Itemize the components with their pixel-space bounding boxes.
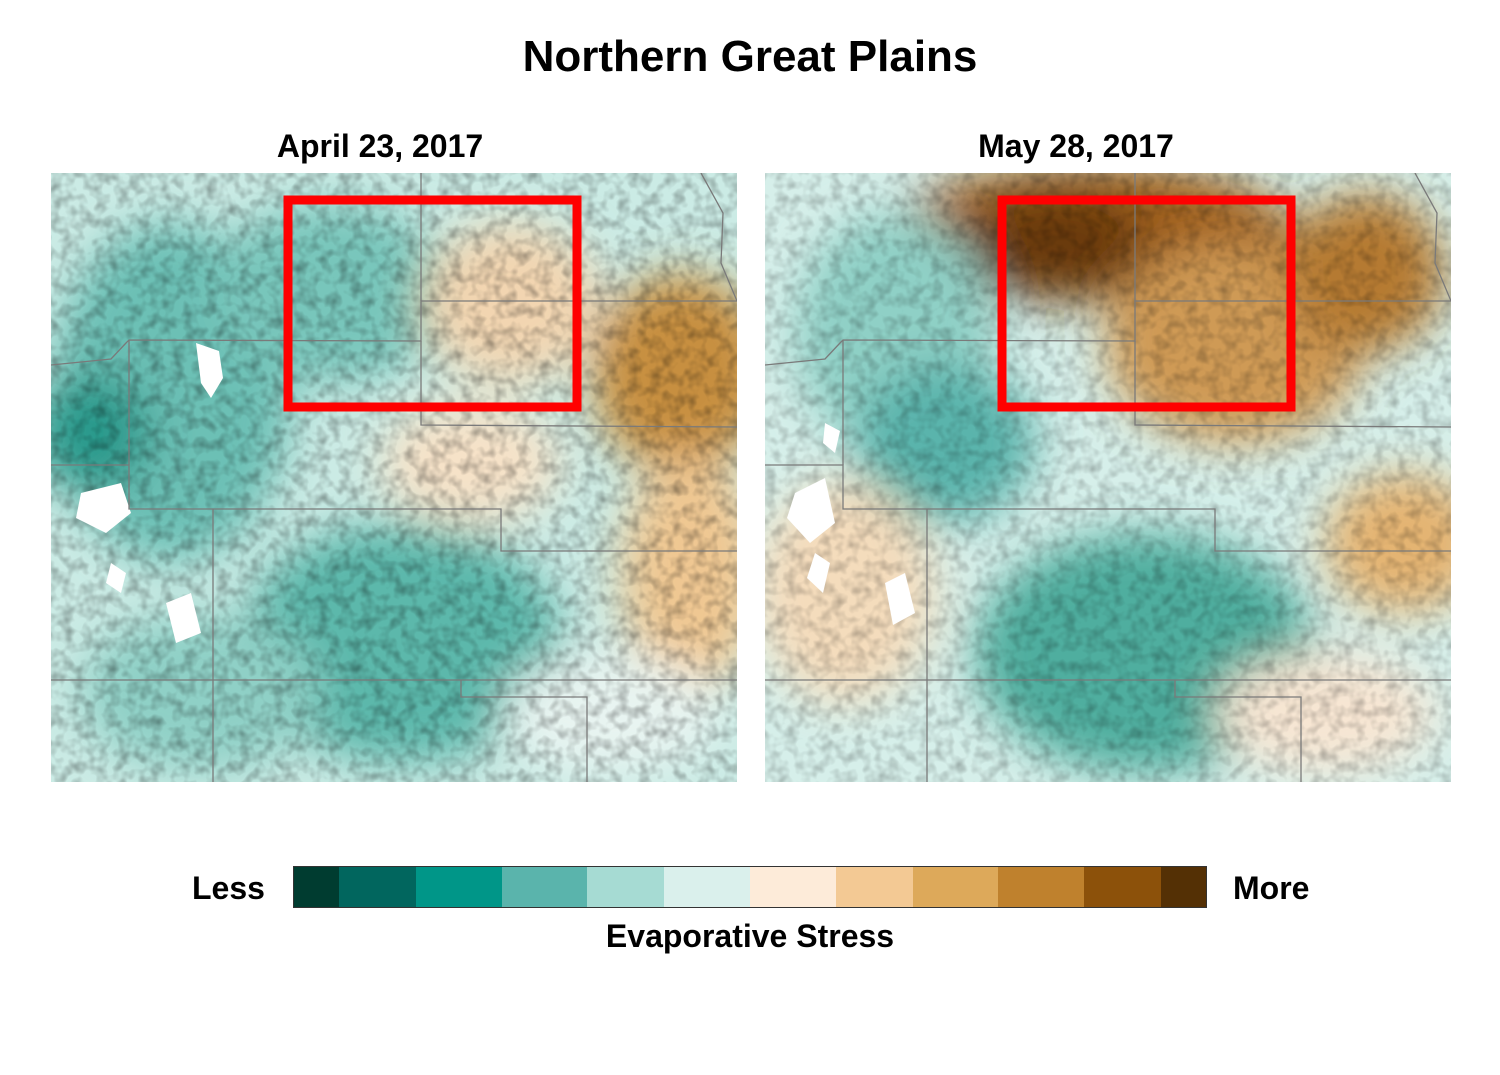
legend-title: Evaporative Stress	[605, 918, 895, 954]
legend-swatch	[664, 867, 750, 907]
map-may-snow-patches	[787, 423, 915, 625]
legend-swatch	[835, 867, 913, 907]
map-may	[765, 173, 1451, 782]
legend-swatch	[415, 867, 502, 907]
map-may-svg	[765, 173, 1451, 782]
legend-swatch	[912, 867, 999, 907]
map-may-highlight-box	[997, 195, 1296, 412]
legend-swatch	[998, 867, 1085, 907]
map-april-snow-patches	[76, 343, 223, 643]
legend-swatch	[1084, 867, 1161, 907]
legend-swatch	[339, 867, 416, 907]
map-may-state-borders	[765, 173, 1451, 782]
legend-colorbar	[293, 866, 1207, 908]
map-april-state-borders	[51, 173, 737, 782]
legend-swatch	[587, 867, 665, 907]
map-april-svg	[51, 173, 737, 782]
legend-swatch	[1160, 867, 1206, 907]
page-title: Northern Great Plains	[522, 32, 978, 81]
legend-low-label: Less	[192, 870, 265, 906]
panel-left-date: April 23, 2017	[276, 128, 484, 164]
legend-swatch	[294, 867, 340, 907]
legend-swatch	[750, 867, 836, 907]
legend-swatch	[501, 867, 588, 907]
map-april-highlight-box	[283, 195, 582, 412]
panel-right-date: May 28, 2017	[978, 128, 1174, 164]
map-april	[51, 173, 737, 782]
legend-high-label: More	[1233, 870, 1310, 906]
